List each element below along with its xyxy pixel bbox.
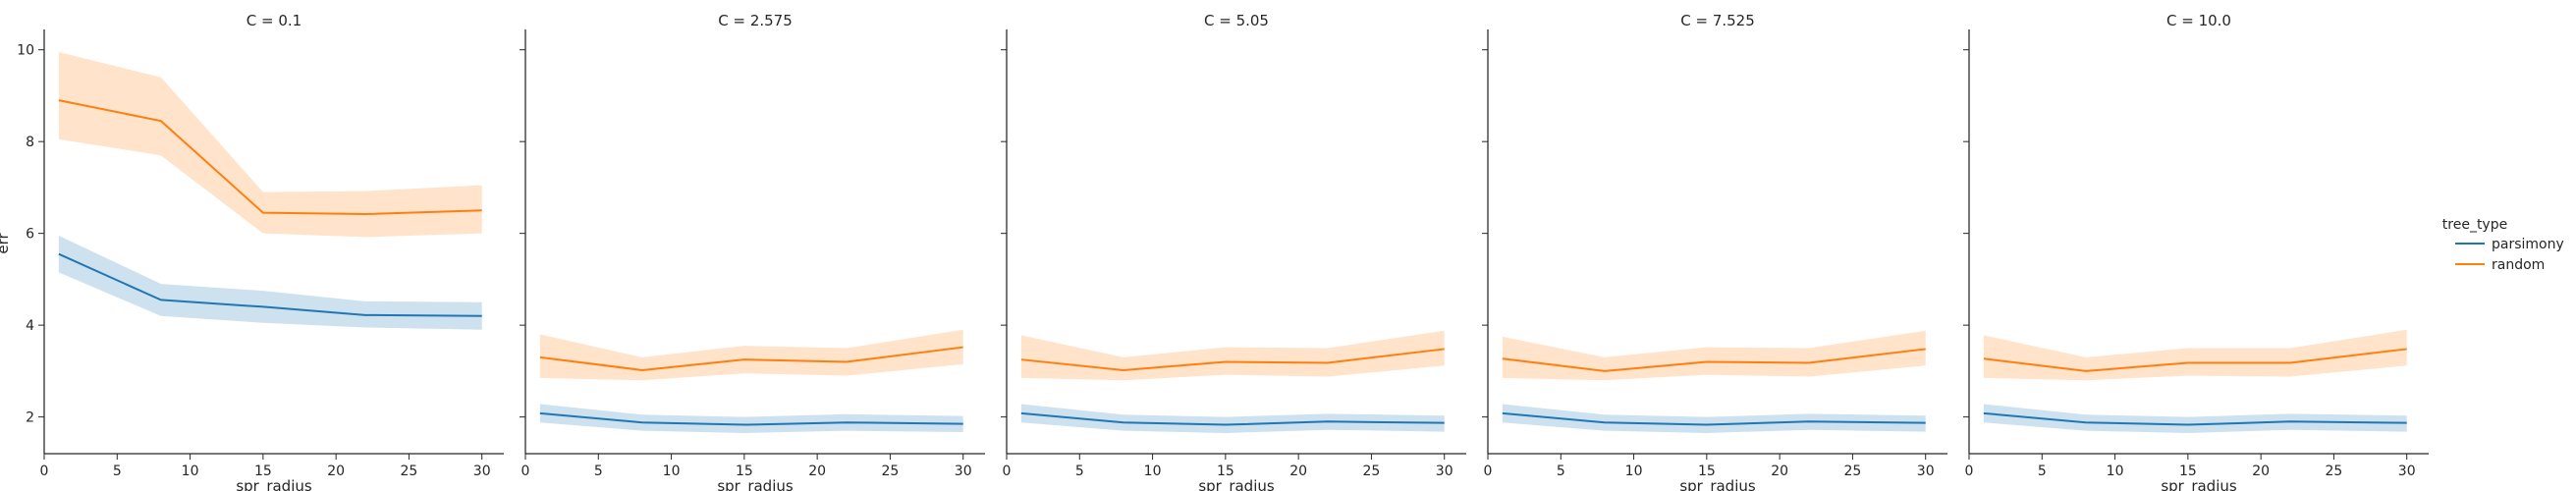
x-tick-label: 0: [1965, 464, 1974, 479]
panel-title: C = 2.575: [718, 12, 793, 29]
x-tick-label: 15: [736, 464, 753, 479]
ci-band-random: [539, 329, 963, 381]
x-axis-label: spr_radius: [1198, 477, 1275, 491]
x-tick-label: 5: [113, 464, 122, 479]
x-tick-label: 20: [1771, 464, 1788, 479]
ci-band-random: [1983, 329, 2407, 381]
x-tick-label: 20: [1289, 464, 1307, 479]
x-axis-label: spr_radius: [236, 477, 312, 491]
panel-title: C = 0.1: [247, 12, 301, 29]
x-tick-label: 20: [808, 464, 826, 479]
x-tick-label: 30: [473, 464, 491, 479]
facet-panel-4: 0 5 10 15 20 25 30 C = 7.525 spr_radius: [1482, 12, 1947, 491]
x-tick-label: 25: [2326, 464, 2343, 479]
x-tick-label: 15: [1698, 464, 1716, 479]
x-tick-label: 10: [2107, 464, 2124, 479]
x-tick-label: 0: [521, 464, 530, 479]
ci-band-parsimony: [1020, 404, 1445, 433]
ci-band-parsimony: [58, 235, 482, 330]
facet-panel-1: 0 5 10 15 20 25 30 2 4 6 8 10 C = 0.1 spr_radius: [17, 12, 504, 491]
x-tick-label: 0: [1484, 464, 1493, 479]
x-tick-label: 10: [182, 464, 199, 479]
x-tick-label: 25: [401, 464, 418, 479]
x-tick-label: 10: [663, 464, 681, 479]
x-tick-label: 25: [1844, 464, 1862, 479]
y-tick-label: 6: [26, 227, 34, 243]
ci-band-parsimony: [1502, 404, 1926, 433]
x-tick-label: 0: [1003, 464, 1012, 479]
panel-title: C = 10.0: [2166, 12, 2231, 29]
x-tick-label: 20: [327, 464, 345, 479]
x-tick-label: 0: [40, 464, 49, 479]
ci-band-parsimony: [1983, 404, 2407, 433]
facet-panel-3: 0 5 10 15 20 25 30 C = 5.05 spr_radius: [1001, 12, 1466, 491]
x-tick-label: 5: [2038, 464, 2047, 479]
x-tick-label: 5: [1075, 464, 1084, 479]
panel-title: C = 5.05: [1204, 12, 1269, 29]
x-tick-label: 10: [1144, 464, 1162, 479]
x-tick-label: 5: [1557, 464, 1565, 479]
legend-label-random: random: [2492, 257, 2545, 273]
legend-title: tree_type: [2442, 217, 2507, 233]
y-axis-label: err: [0, 233, 12, 254]
x-tick-label: 30: [1436, 464, 1453, 479]
facet-panel-2: 0 5 10 15 20 25 30 C = 2.575 spr_radius: [520, 12, 985, 491]
x-axis-label: spr_radius: [2161, 477, 2237, 491]
x-tick-label: 25: [1363, 464, 1381, 479]
x-tick-label: 10: [1625, 464, 1643, 479]
x-tick-label: 25: [882, 464, 900, 479]
legend: tree_type parsimony random: [2442, 217, 2564, 273]
ci-band-random: [58, 52, 482, 238]
x-tick-label: 30: [2398, 464, 2416, 479]
x-tick-label: 15: [2179, 464, 2197, 479]
x-tick-label: 15: [1217, 464, 1234, 479]
y-tick-label: 4: [26, 318, 34, 334]
x-tick-label: 15: [254, 464, 272, 479]
x-tick-label: 30: [955, 464, 972, 479]
x-axis-label: spr_radius: [717, 477, 794, 491]
y-tick-label: 8: [26, 135, 34, 150]
x-tick-label: 30: [1917, 464, 1935, 479]
y-tick-label: 2: [26, 410, 34, 426]
panel-title: C = 7.525: [1680, 12, 1755, 29]
x-axis-label: spr_radius: [1679, 477, 1756, 491]
x-tick-label: 5: [594, 464, 603, 479]
ci-band-parsimony: [539, 404, 963, 433]
y-tick-label: 10: [17, 43, 34, 59]
legend-label-parsimony: parsimony: [2492, 237, 2564, 252]
facet-panel-5: 0 5 10 15 20 25 30 C = 10.0 spr_radius: [1963, 12, 2429, 491]
ci-band-random: [1020, 330, 1445, 381]
ci-band-random: [1502, 330, 1926, 381]
x-tick-label: 20: [2252, 464, 2270, 479]
